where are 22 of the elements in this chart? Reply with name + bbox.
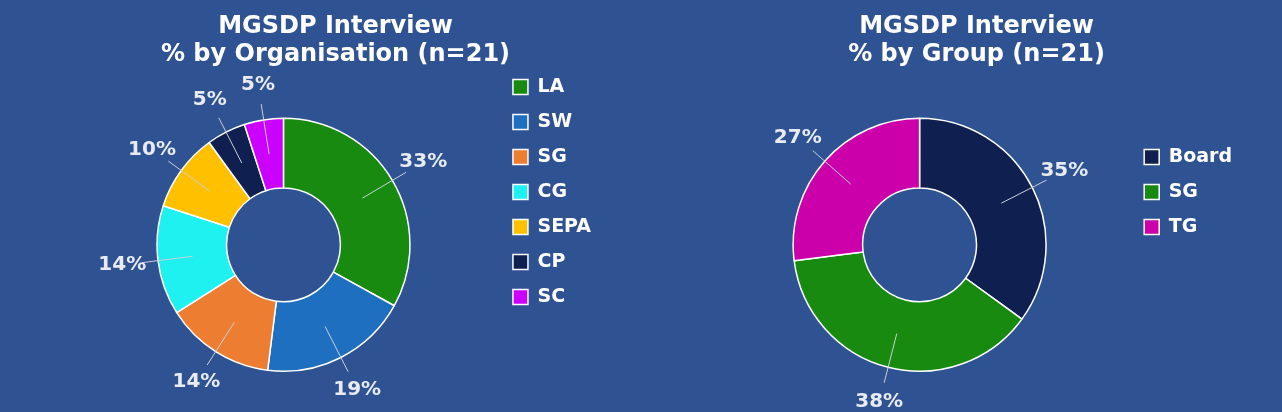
legend-label: SC (537, 283, 566, 306)
data-label: 14% (172, 368, 221, 393)
legend-label: Board (1168, 143, 1232, 166)
legend-label: LA (537, 73, 565, 96)
data-label: 5% (192, 86, 227, 111)
legend-label: SEPA (537, 213, 592, 236)
chart-title: MGSDP Interview % by Organisation (n=21) (160, 10, 511, 68)
data-label: 38% (855, 388, 904, 412)
chart-title: MGSDP Interview % by Group (n=21) (848, 10, 1105, 68)
data-label: 10% (128, 135, 176, 160)
data-label: 19% (333, 375, 382, 400)
data-label: 27% (773, 123, 822, 148)
legend-label: SW (537, 108, 573, 131)
data-label: 14% (98, 251, 147, 276)
data-label: 5% (241, 70, 276, 95)
legend-label: TG (1168, 213, 1198, 236)
legend-label: SG (1168, 178, 1198, 201)
legend-label: CG (537, 178, 567, 201)
legend-label: SG (537, 143, 567, 166)
legend-label: CP (537, 248, 566, 271)
data-label: 33% (399, 148, 448, 173)
data-label: 35% (1040, 157, 1089, 182)
